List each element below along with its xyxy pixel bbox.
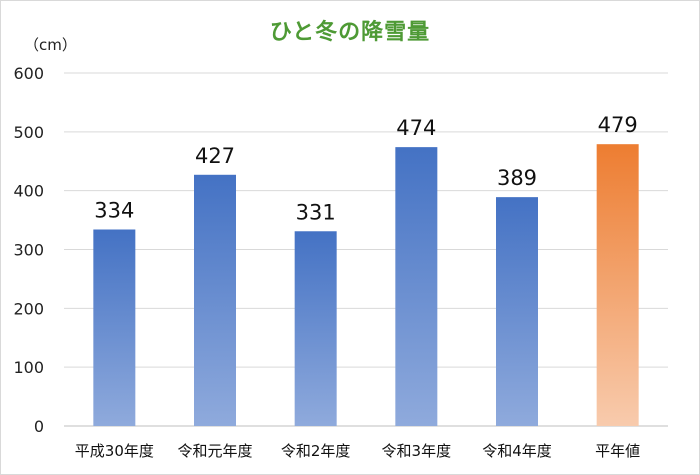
x-tick-label: 平年値 bbox=[595, 442, 640, 460]
bar bbox=[294, 231, 337, 426]
x-tick-label: 平成30年度 bbox=[75, 442, 154, 460]
chart-title: ひと冬の降雪量 bbox=[269, 20, 431, 45]
x-tick-label: 令和2年度 bbox=[281, 442, 351, 460]
y-axis-unit-label: （cm） bbox=[24, 36, 77, 54]
y-tick-label: 0 bbox=[34, 417, 44, 436]
y-tick-label: 300 bbox=[13, 241, 44, 260]
bar bbox=[194, 174, 236, 426]
data-label: 427 bbox=[195, 144, 235, 168]
x-tick-label: 令和3年度 bbox=[382, 442, 452, 460]
y-tick-label: 200 bbox=[13, 299, 44, 318]
bar bbox=[395, 147, 438, 426]
data-label: 331 bbox=[296, 200, 336, 224]
y-tick-label: 400 bbox=[13, 182, 44, 201]
data-label: 389 bbox=[497, 166, 537, 190]
data-label: 334 bbox=[94, 198, 134, 222]
data-label: 479 bbox=[598, 113, 638, 137]
x-tick-label: 令和4年度 bbox=[482, 442, 552, 460]
y-tick-label: 500 bbox=[13, 123, 44, 142]
x-tick-label: 令和元年度 bbox=[177, 442, 252, 460]
bar bbox=[93, 229, 136, 426]
bar-normal-value bbox=[596, 144, 639, 426]
y-tick-label: 100 bbox=[13, 358, 44, 377]
bar bbox=[496, 197, 538, 426]
y-tick-label: 600 bbox=[13, 64, 44, 83]
data-label: 474 bbox=[396, 116, 436, 140]
